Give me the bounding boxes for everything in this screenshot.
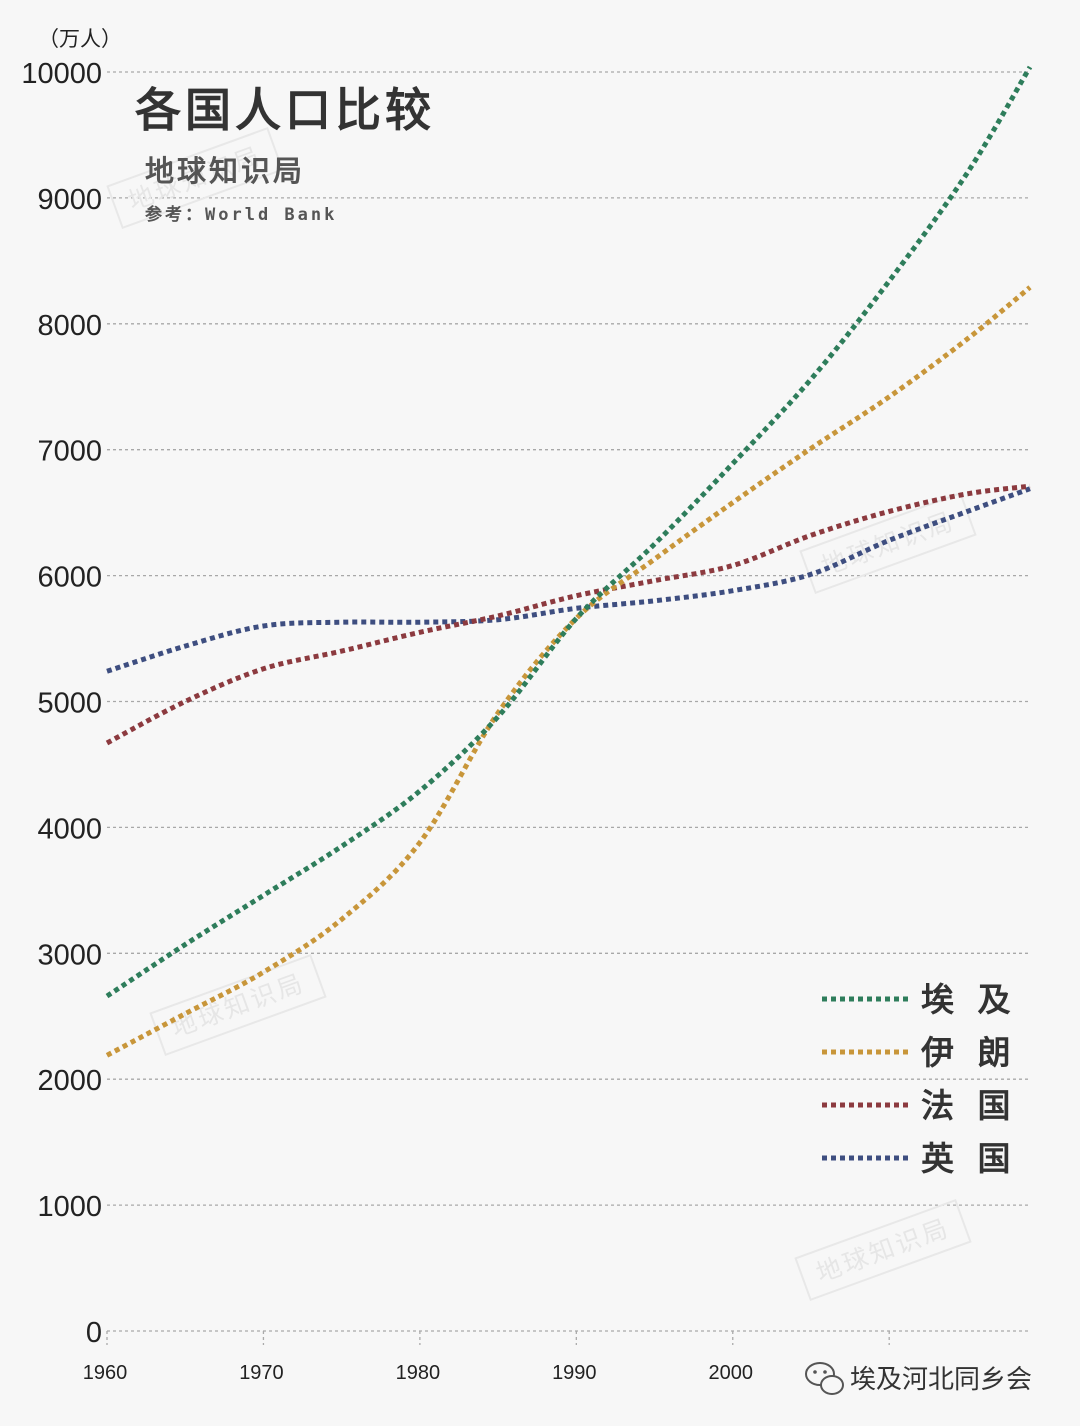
- wechat-icon: [805, 1362, 844, 1395]
- footer-account-name: 埃及河北同乡会: [850, 1365, 1032, 1395]
- y-tick-label: 4000: [37, 813, 102, 845]
- legend: 埃 及伊 朗法 国英 国: [822, 980, 1017, 1178]
- y-tick-label: 9000: [37, 184, 102, 216]
- y-tick-label: 3000: [37, 939, 102, 971]
- series-line-1: [105, 285, 1032, 1058]
- chart-title: 各国人口比较: [135, 83, 435, 137]
- y-tick-label: 10000: [21, 58, 102, 90]
- chart-subtitle: 地球知识局: [145, 154, 305, 188]
- x-tick-label: 1980: [396, 1362, 441, 1384]
- series-line-2: [105, 483, 1031, 746]
- watermark-frame: [794, 1198, 972, 1302]
- axes: 0 1000 2000 3000 4000 5000 6000 7000 8000 9000 100…: [21, 58, 890, 1384]
- y-tick-label: 0: [86, 1317, 102, 1349]
- watermark-frame: [149, 953, 327, 1057]
- y-tick-label: 5000: [37, 688, 102, 720]
- watermark-text: 地球知识局: [817, 506, 958, 581]
- y-tick-label: 6000: [37, 562, 102, 594]
- gridlines: [107, 71, 1030, 1332]
- series-line-3: [106, 486, 1031, 674]
- series-lines: [105, 65, 1033, 1058]
- watermark-text: 地球知识局: [812, 1213, 953, 1288]
- watermark-frame: [799, 491, 977, 595]
- x-tick-label: 1970: [239, 1362, 284, 1384]
- legend-label: 伊 朗: [920, 1033, 1017, 1072]
- x-tick-label: 2000: [709, 1362, 754, 1384]
- legend-label: 法 国: [921, 1086, 1017, 1125]
- watermark-text: 地球知识局: [167, 968, 308, 1043]
- data-source: 参考：World Bank: [145, 204, 337, 225]
- watermark-frame: [106, 126, 284, 230]
- x-tick-label: 1990: [552, 1362, 597, 1384]
- watermark-stamp: 地球知识局: [149, 953, 327, 1057]
- legend-label: 英 国: [921, 1139, 1017, 1178]
- y-tick-label: 8000: [37, 310, 102, 342]
- y-unit-label: （万人）: [38, 27, 122, 51]
- y-tick-label: 1000: [37, 1191, 102, 1223]
- watermark-stamp: 地球知识局: [799, 491, 977, 595]
- y-tick-label: 2000: [37, 1065, 102, 1097]
- x-tick-label: 1960: [83, 1362, 128, 1384]
- y-tick-label: 7000: [37, 436, 102, 468]
- legend-label: 埃 及: [921, 980, 1017, 1019]
- watermark-stamp: 地球知识局: [794, 1198, 972, 1302]
- footer-account: 埃及河北同乡会: [805, 1362, 1032, 1395]
